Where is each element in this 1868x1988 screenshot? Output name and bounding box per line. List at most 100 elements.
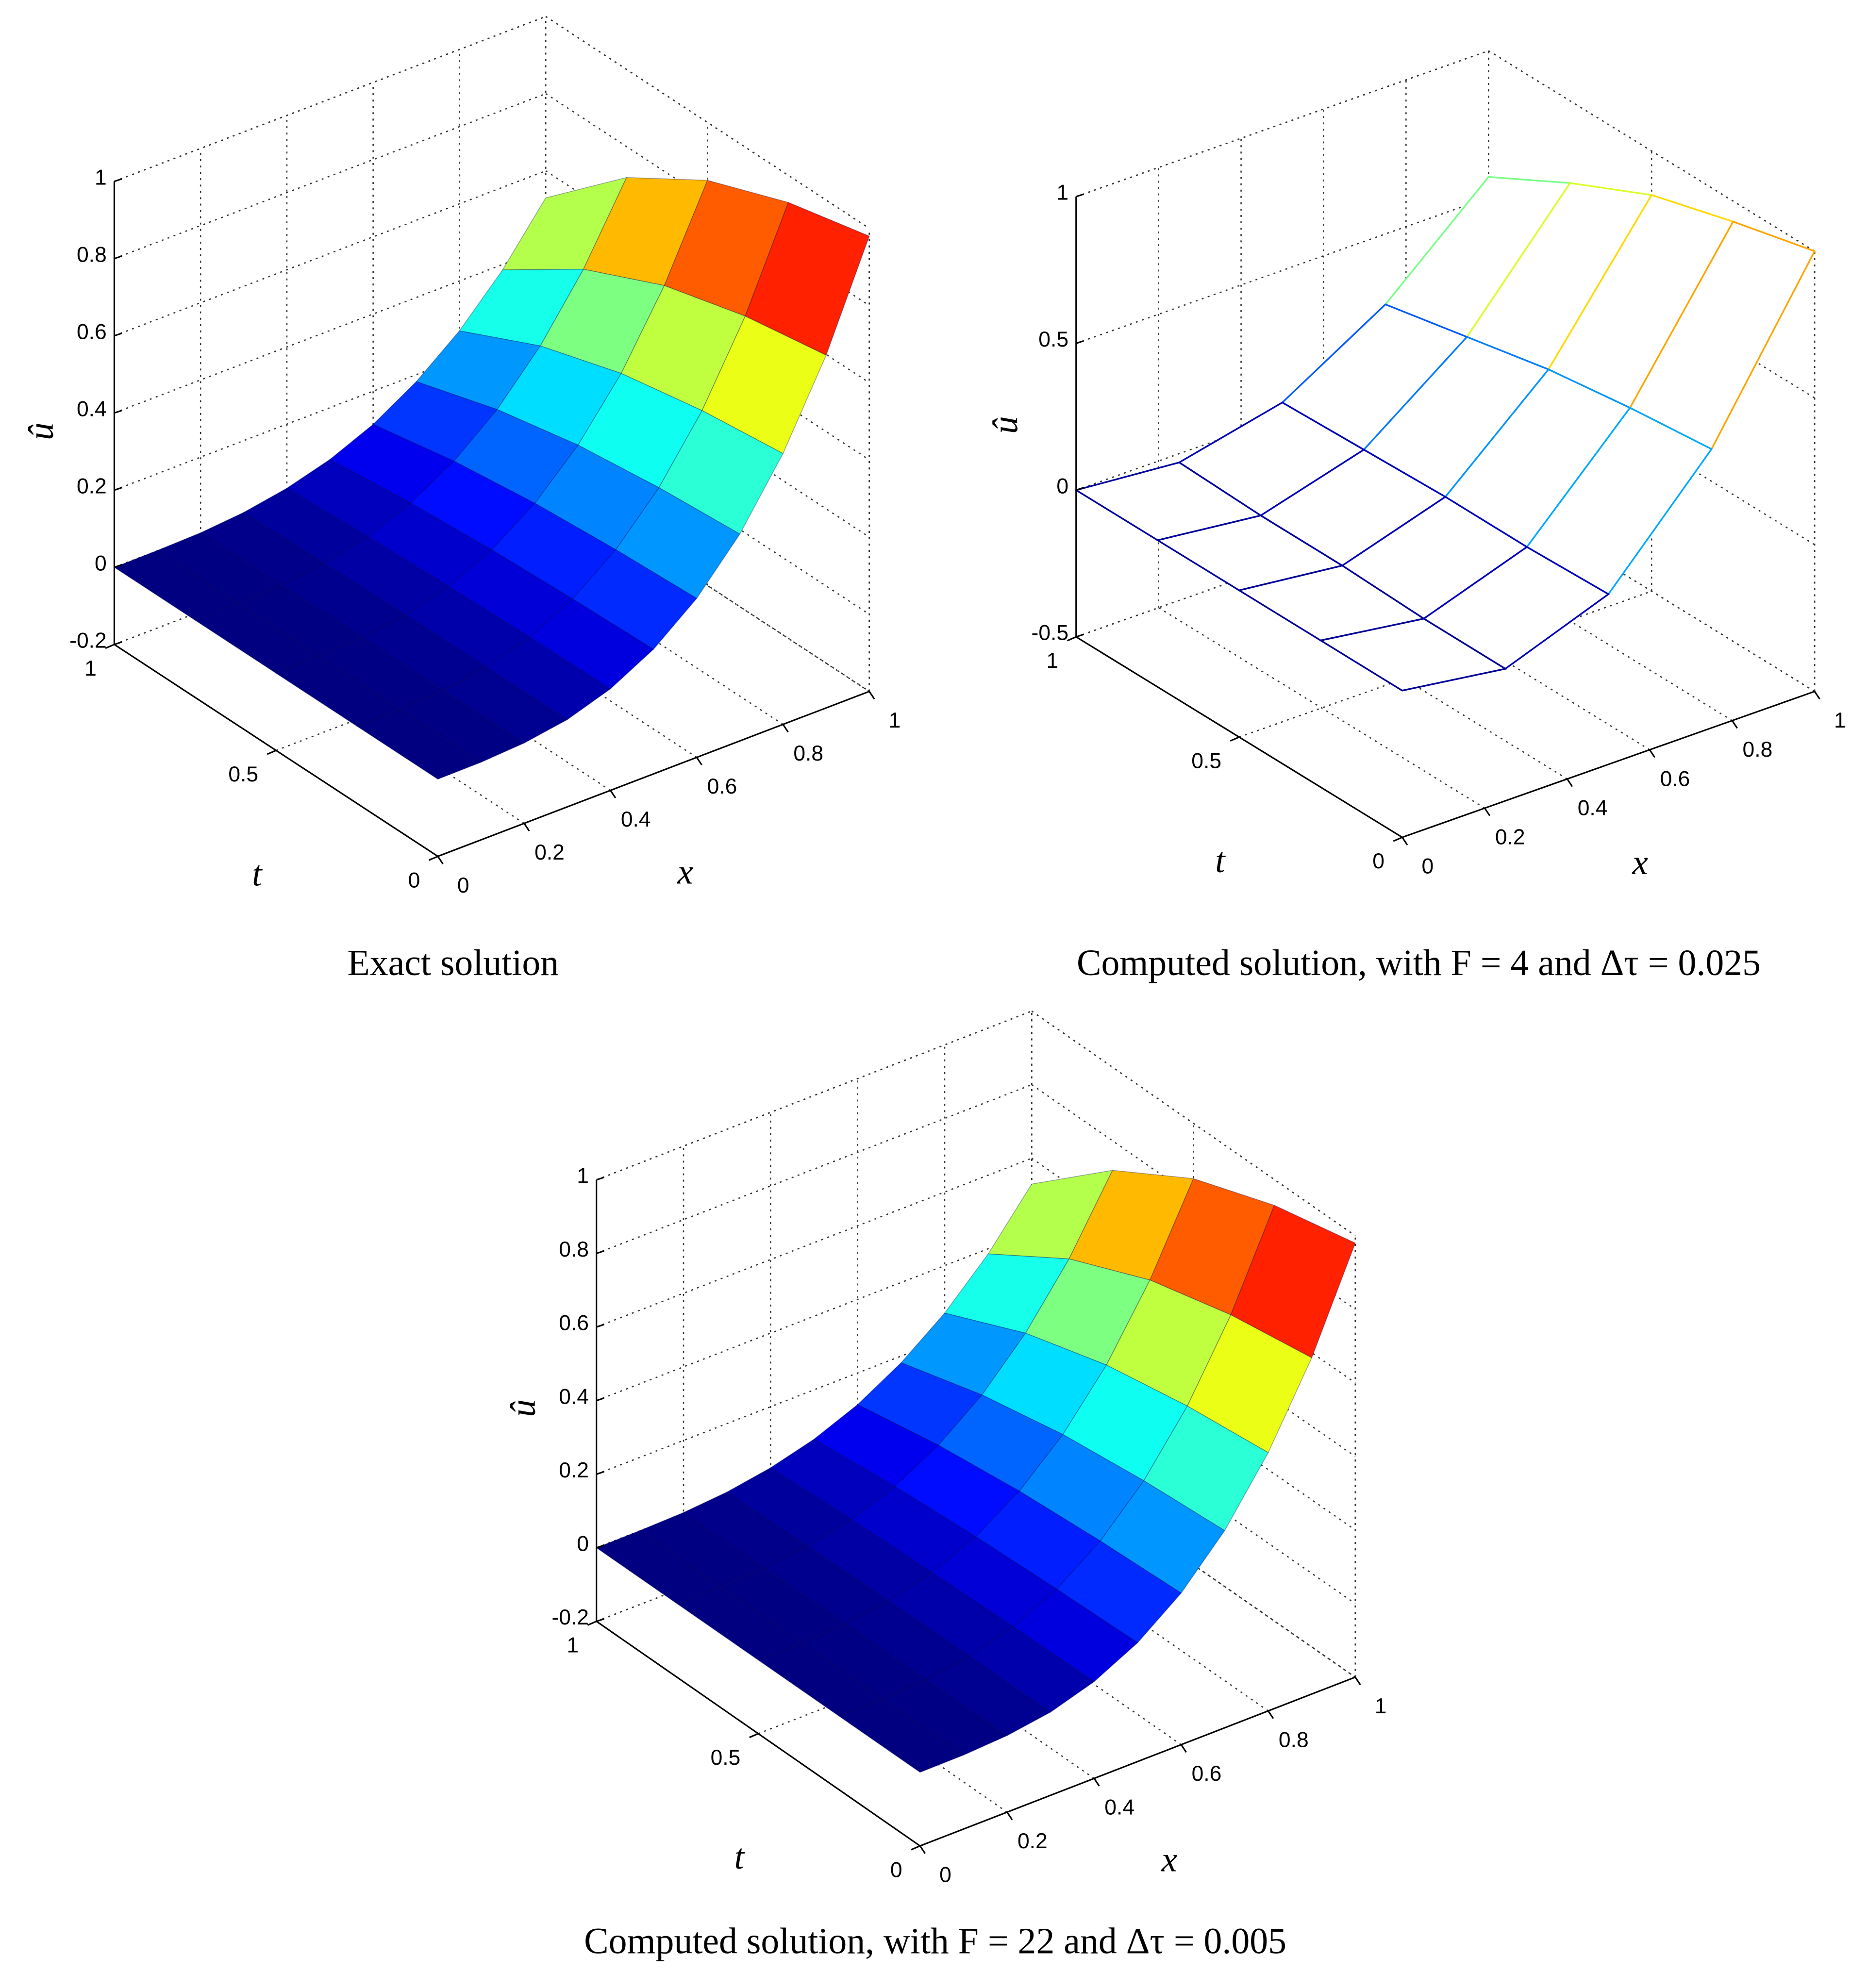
- z-tick: [1076, 487, 1084, 491]
- x-tick-label: 0: [939, 1863, 951, 1887]
- surface-patch: [701, 315, 827, 454]
- t-axis-label: t: [734, 1837, 745, 1876]
- z-tick: [596, 1544, 604, 1549]
- surface-patch: [838, 1698, 965, 1773]
- surface-patch: [356, 709, 482, 780]
- grid-line: [459, 512, 784, 725]
- x-tick-label: 1: [889, 709, 901, 732]
- t-tick-label: 0: [890, 1858, 902, 1882]
- t-tick-label: 0: [408, 868, 420, 892]
- z-tick: [114, 332, 122, 337]
- x-tick: [1649, 749, 1656, 758]
- surface-patch: [1068, 1170, 1194, 1281]
- x-tick-label: 0: [1421, 855, 1434, 878]
- z-tick-label: 1: [95, 166, 107, 189]
- grid-line: [200, 611, 525, 824]
- t-tick-label: 0.5: [711, 1746, 741, 1770]
- z-tick: [114, 487, 122, 491]
- x-tick-label: 0.6: [1192, 1762, 1222, 1786]
- x-tick-label: 0.2: [534, 841, 565, 864]
- x-tick: [1180, 1744, 1187, 1753]
- grid-line: [545, 93, 870, 306]
- z-tick: [596, 1618, 604, 1623]
- z-tick-label: 0.8: [77, 243, 107, 266]
- surface-patch: [969, 1626, 1095, 1713]
- z-tick-label: 0.6: [77, 320, 107, 344]
- x-tick: [1484, 808, 1491, 816]
- z-tick: [114, 255, 122, 260]
- t-tick: [1067, 636, 1077, 642]
- grid-line: [545, 479, 870, 692]
- x-tick-label: 0: [457, 874, 469, 897]
- x-tick-label: 0.6: [707, 775, 737, 798]
- x-tick: [1814, 691, 1820, 700]
- x-tick: [1268, 1710, 1274, 1719]
- z-tick: [114, 564, 122, 568]
- grid-line: [596, 1158, 1032, 1328]
- z-tick: [596, 1324, 604, 1328]
- t-tick: [1393, 836, 1403, 842]
- t-tick: [911, 1845, 920, 1851]
- z-tick-label: -0.2: [69, 629, 107, 652]
- grid-line: [596, 1231, 1032, 1401]
- surface-patch: [286, 459, 412, 537]
- x-tick: [696, 757, 702, 766]
- x-tick-label: 0.6: [1660, 767, 1690, 791]
- z-tick-label: 1: [1056, 181, 1068, 205]
- surface-patch: [1318, 617, 1508, 692]
- surface-patch: [448, 549, 574, 638]
- x-tick: [610, 790, 617, 799]
- grid-line: [1488, 50, 1815, 252]
- surface-patch: [416, 330, 541, 410]
- box-edge: [1076, 50, 1489, 198]
- surface-patch: [410, 461, 536, 550]
- x-tick-label: 0.4: [1578, 796, 1608, 820]
- t-tick: [105, 644, 115, 649]
- x-tick: [1401, 837, 1408, 845]
- x-tick: [1354, 1676, 1361, 1686]
- surface-patch: [237, 584, 364, 657]
- z-tick-label: 0.5: [1038, 328, 1068, 351]
- z-tick-label: 0.2: [77, 474, 107, 498]
- x-tick-label: 0.2: [1495, 826, 1525, 849]
- surface-patch: [491, 502, 617, 600]
- x-axis: [437, 691, 870, 857]
- x-tick: [919, 1845, 926, 1854]
- surface-patch: [726, 1467, 852, 1547]
- z-tick: [114, 641, 122, 646]
- x-axis-label: x: [1632, 843, 1648, 882]
- grid-line: [114, 479, 546, 646]
- z-tick-label: 0.6: [559, 1311, 589, 1335]
- z-tick: [596, 1250, 604, 1255]
- z-tick-label: 0.4: [77, 397, 107, 421]
- grid-line: [276, 585, 708, 751]
- x-tick: [1731, 720, 1738, 729]
- x-tick-label: 0.4: [621, 808, 651, 831]
- z-axis-label: û: [985, 416, 1025, 434]
- z-tick-label: 0: [95, 551, 107, 575]
- z-axis-label: û: [503, 1399, 543, 1417]
- x-tick-label: 0.8: [1279, 1728, 1309, 1752]
- grid-line: [1031, 1011, 1356, 1237]
- caption: Computed solution, with F = 4 and Δτ = 0…: [1077, 943, 1761, 983]
- t-tick-label: 0.5: [1191, 749, 1221, 773]
- surface-patch: [1012, 1589, 1138, 1682]
- x-axis: [1402, 691, 1815, 838]
- t-tick: [587, 1621, 597, 1626]
- z-tick-label: -0.5: [1032, 621, 1069, 645]
- x-axis-label: x: [677, 852, 693, 891]
- grid-line: [545, 16, 870, 229]
- grid-line: [114, 93, 546, 260]
- x-axis: [919, 1676, 1356, 1847]
- z-tick: [1076, 193, 1084, 198]
- z-tick-label: 0.8: [559, 1238, 589, 1261]
- surface-patch: [496, 345, 622, 446]
- x-tick-label: 1: [1834, 709, 1846, 732]
- x-tick: [868, 691, 875, 700]
- grid-line: [114, 16, 546, 182]
- x-tick: [437, 856, 444, 864]
- x-tick: [782, 724, 789, 733]
- t-tick-label: 0: [1372, 849, 1384, 873]
- x-tick: [523, 823, 530, 831]
